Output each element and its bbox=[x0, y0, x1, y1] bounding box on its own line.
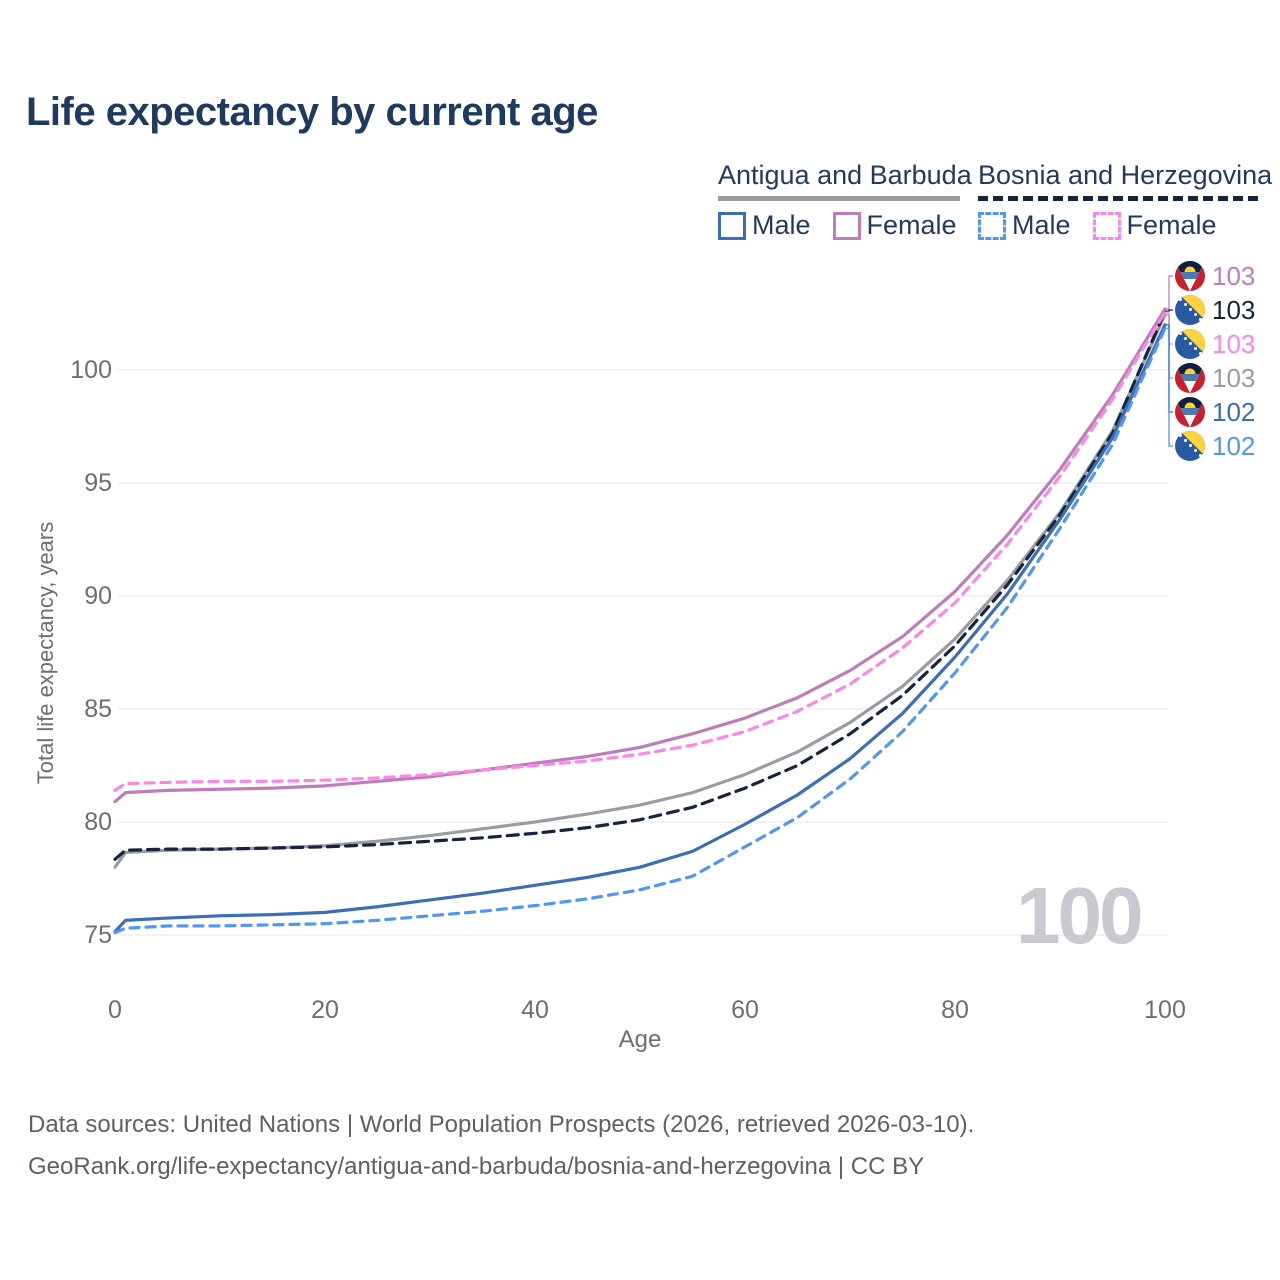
series-line-antigua-and-barbuda-both-sexes bbox=[113, 313, 1167, 869]
antigua-female-swatch-icon bbox=[832, 211, 861, 240]
y-tick-label-80: 80 bbox=[84, 808, 112, 836]
page-title: Life expectancy by current age bbox=[26, 90, 598, 134]
y-tick-label-85: 85 bbox=[84, 695, 112, 723]
end-value-label-row-4: 102 bbox=[1212, 397, 1255, 427]
end-value-label-row-1: 103 bbox=[1212, 295, 1255, 325]
bosnia-and-herzegovina-flag-icon bbox=[1175, 431, 1205, 461]
bosnia-and-herzegovina-flag-icon bbox=[1175, 295, 1205, 325]
end-value-label-row-3: 103 bbox=[1212, 363, 1255, 393]
x-tick-label-100: 100 bbox=[1144, 996, 1186, 1024]
end-value-label-row-2: 103 bbox=[1212, 329, 1255, 359]
antigua-and-barbuda-flag-icon bbox=[1175, 363, 1205, 393]
end-value-label-row-5: 102 bbox=[1212, 431, 1255, 461]
legend-group-bosnia-and-herzegovina: Bosnia and Herzegovina Male Female bbox=[978, 160, 1272, 241]
antigua-male-swatch-icon bbox=[718, 211, 746, 240]
legend-item-bosnia-female[interactable]: Female bbox=[1092, 210, 1217, 241]
legend-item-label: Male bbox=[1012, 210, 1071, 240]
legend-item-label: Male bbox=[752, 210, 811, 240]
bosnia-and-herzegovina-flag-icon bbox=[1175, 329, 1205, 359]
footer: Data sources: United Nations | World Pop… bbox=[28, 1104, 974, 1188]
series-line-bosnia-and-herzegovina-both-sexes bbox=[113, 309, 1167, 861]
axis-tick-labels: 75 80 85 90 95 100 0 20 40 60 80 100 bbox=[70, 356, 1186, 1024]
x-tick-label-80: 80 bbox=[941, 996, 969, 1024]
bosnia-male-swatch-icon bbox=[978, 211, 1006, 240]
legend-country-bosnia-and-herzegovina: Bosnia and Herzegovina bbox=[978, 160, 1272, 201]
end-value-labels: 103 103 103 103 102 102 bbox=[1165, 261, 1255, 461]
legend-country-antigua-and-barbuda: Antigua and Barbuda bbox=[718, 160, 972, 201]
legend-item-bosnia-male[interactable]: Male bbox=[978, 210, 1071, 241]
series-line-bosnia-and-herzegovina-male bbox=[113, 326, 1167, 935]
antigua-and-barbuda-flag-icon bbox=[1175, 397, 1205, 427]
age-watermark: 100 bbox=[1016, 871, 1143, 960]
legend-item-antigua-male[interactable]: Male bbox=[718, 210, 811, 241]
legend-items-antigua: Male Female bbox=[718, 210, 960, 241]
footer-url-line: GeoRank.org/life-expectancy/antigua-and-… bbox=[28, 1153, 925, 1180]
x-tick-label-60: 60 bbox=[731, 996, 759, 1024]
bosnia-female-swatch-icon bbox=[1092, 211, 1121, 240]
y-tick-label-90: 90 bbox=[84, 582, 112, 610]
x-tick-label-40: 40 bbox=[521, 996, 549, 1024]
series-layer bbox=[113, 307, 1167, 935]
y-tick-label-95: 95 bbox=[84, 469, 112, 497]
end-value-label-row-0: 103 bbox=[1212, 261, 1255, 291]
leader-line-row-5 bbox=[1165, 327, 1173, 447]
legend-group-antigua-and-barbuda: Antigua and Barbuda Male Female bbox=[718, 160, 972, 241]
y-tick-label-100: 100 bbox=[70, 356, 112, 384]
x-axis-title: Age bbox=[618, 1026, 662, 1053]
legend-item-label: Female bbox=[1126, 210, 1217, 240]
antigua-and-barbuda-flag-icon bbox=[1175, 261, 1205, 291]
leader-line-row-1 bbox=[1165, 309, 1173, 312]
x-tick-label-20: 20 bbox=[311, 996, 339, 1024]
series-line-antigua-and-barbuda-female bbox=[113, 307, 1167, 804]
x-tick-label-0: 0 bbox=[108, 996, 122, 1024]
legend-item-antigua-female[interactable]: Female bbox=[832, 210, 957, 241]
legend-item-label: Female bbox=[866, 210, 957, 240]
y-tick-label-75: 75 bbox=[84, 921, 112, 949]
series-line-bosnia-and-herzegovina-female bbox=[113, 310, 1167, 792]
legend-items-bosnia: Male Female bbox=[978, 210, 1258, 241]
leader-line-row-0 bbox=[1165, 275, 1173, 310]
footer-sources-line: Data sources: United Nations | World Pop… bbox=[28, 1111, 975, 1138]
series-line-antigua-and-barbuda-male bbox=[113, 323, 1167, 934]
grid-layer bbox=[118, 369, 1168, 936]
